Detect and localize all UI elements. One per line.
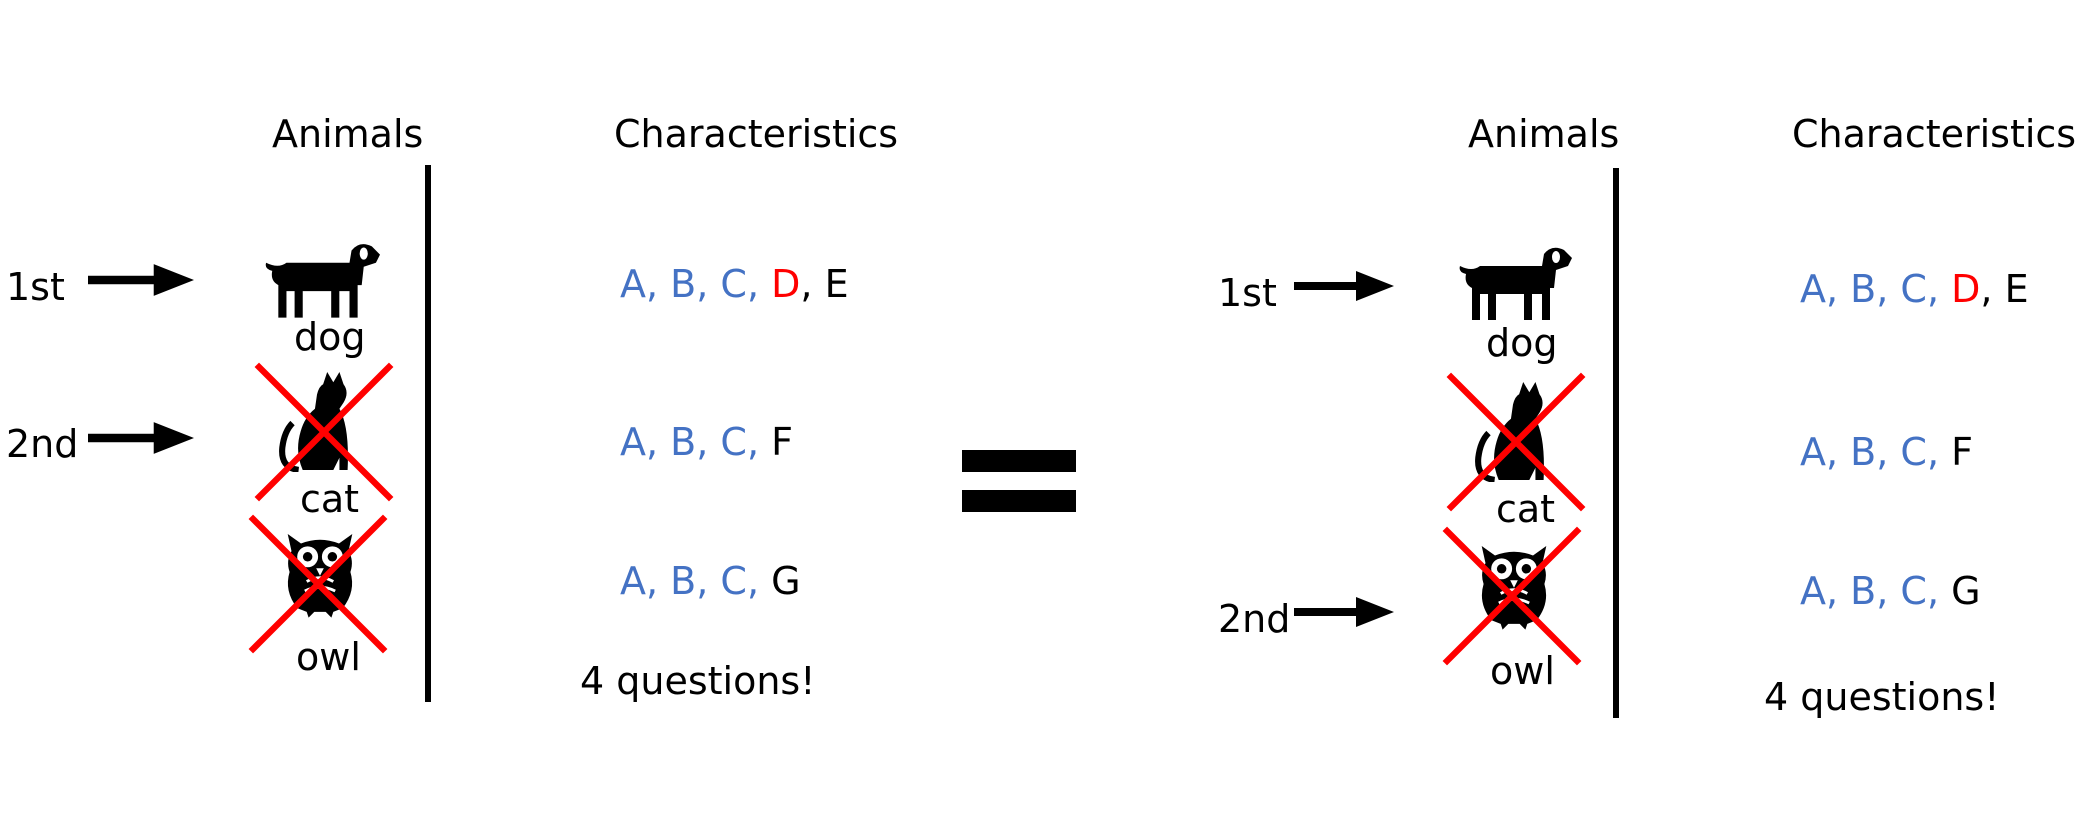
cross-out-mark <box>238 362 410 502</box>
animal-label-cat: cat <box>1496 487 1556 531</box>
characteristics-header: Characteristics <box>614 112 899 156</box>
animals-header: Animals <box>272 112 424 156</box>
unique-characteristic: D <box>771 262 801 306</box>
arrow-right-icon <box>88 422 194 454</box>
cross-out-mark <box>1436 372 1596 512</box>
arrow-right-icon <box>1294 270 1394 302</box>
characteristics-row-dog: A, B, C, D, E <box>1800 267 2029 311</box>
divider-line <box>425 165 431 702</box>
question-count: 4 questions! <box>1764 675 2000 719</box>
characteristics-row-cat: A, B, C, F <box>620 420 793 464</box>
characteristics-row-cat: A, B, C, F <box>1800 430 1973 474</box>
cross-out-mark <box>232 514 404 654</box>
divider-line <box>1613 168 1619 718</box>
characteristics-header: Characteristics <box>1792 112 2075 156</box>
pointer-1st-label: 1st <box>6 265 65 309</box>
pointer-2nd-label: 2nd <box>6 422 79 466</box>
animal-label-owl: owl <box>296 635 361 679</box>
arrow-right-icon <box>88 264 194 296</box>
animal-label-cat: cat <box>300 477 360 521</box>
cross-out-mark <box>1432 526 1592 666</box>
characteristics-row-owl: A, B, C, G <box>1800 569 1981 613</box>
characteristics-row-owl: A, B, C, G <box>620 559 801 603</box>
dog-icon <box>258 240 380 322</box>
equals-icon <box>962 450 1076 512</box>
animal-label-owl: owl <box>1490 649 1555 693</box>
dog-icon <box>1452 244 1572 324</box>
animal-label-dog: dog <box>294 315 366 359</box>
arrow-right-icon <box>1294 596 1394 628</box>
pointer-1st-label: 1st <box>1218 271 1277 315</box>
unique-characteristic: D <box>1951 267 1981 311</box>
animal-label-dog: dog <box>1486 321 1558 365</box>
question-count: 4 questions! <box>580 659 816 703</box>
animals-header: Animals <box>1468 112 1620 156</box>
pointer-2nd-label: 2nd <box>1218 597 1291 641</box>
characteristics-row-dog: A, B, C, D, E <box>620 262 849 306</box>
